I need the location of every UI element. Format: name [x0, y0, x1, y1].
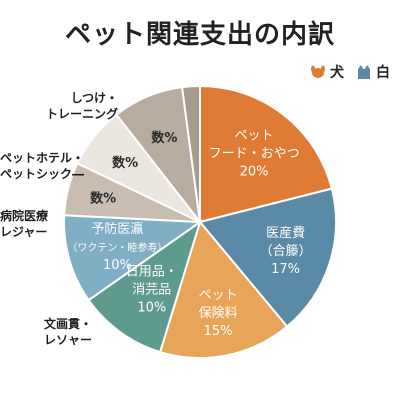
outside-label-training: しつけ・ トレーニング [46, 90, 118, 122]
legend-label-cat: 白 [376, 65, 390, 81]
slice-label: 20% [240, 165, 269, 180]
slice-label: 数% [151, 130, 177, 146]
pie-slice [87, 219, 202, 354]
outside-label-line: 病院医療 [0, 209, 49, 223]
outside-label-line: 文画貫・ [44, 317, 93, 331]
slice-label: 数% [112, 155, 138, 171]
outside-label-medical: 病院医療 レジャー [0, 208, 48, 240]
slice-label: 保険料 [199, 306, 238, 321]
outside-label-line: レソャー [44, 333, 93, 347]
dog-icon [311, 65, 325, 78]
pie-slice [158, 219, 289, 359]
slice-label: 17% [271, 262, 300, 277]
slice-label: （ワクテン・睦参寿） [67, 241, 167, 254]
pie-slice [63, 214, 203, 302]
slice-label: ペット [199, 288, 238, 303]
slice-label: 日用品・ [126, 264, 178, 279]
outside-label-line: ペットシック― [0, 167, 85, 181]
slice-label: 10% [103, 258, 132, 273]
slice-label: 10% [137, 300, 166, 315]
pie-slice [199, 84, 334, 224]
pie-slice [180, 84, 201, 223]
cat-icon [358, 65, 370, 79]
slice-label: （合籐） [260, 244, 312, 259]
slice-label: 消芫品 [132, 282, 171, 297]
chart-title: ペット関連支出の内訳 [64, 20, 335, 50]
outside-label-hotel: ペットホテル・ ペットシック― [0, 150, 84, 182]
slice-label: 予防医瀛 [91, 221, 143, 237]
pie-slice [198, 187, 337, 328]
legend-item-dog: 犬 [310, 62, 344, 82]
outside-label-line: トレーニング [46, 107, 119, 121]
outside-label-line: しつけ・ [70, 91, 119, 105]
slice-label: 15% [204, 324, 233, 339]
legend-label-dog: 犬 [330, 65, 344, 81]
legend-item-cat: 白 [356, 62, 390, 82]
slice-label: ペット [235, 129, 274, 144]
outside-label-line: ペットホテル・ [0, 151, 85, 165]
outside-label-leisure: 文画貫・ レソャー [44, 316, 92, 348]
slice-label: 数% [90, 191, 116, 207]
slice-label: 医産費 [266, 225, 305, 241]
slice-label: フード・おやつ [209, 147, 300, 162]
legend: 犬 白 [302, 62, 390, 82]
outside-label-line: レジャー [0, 225, 48, 239]
